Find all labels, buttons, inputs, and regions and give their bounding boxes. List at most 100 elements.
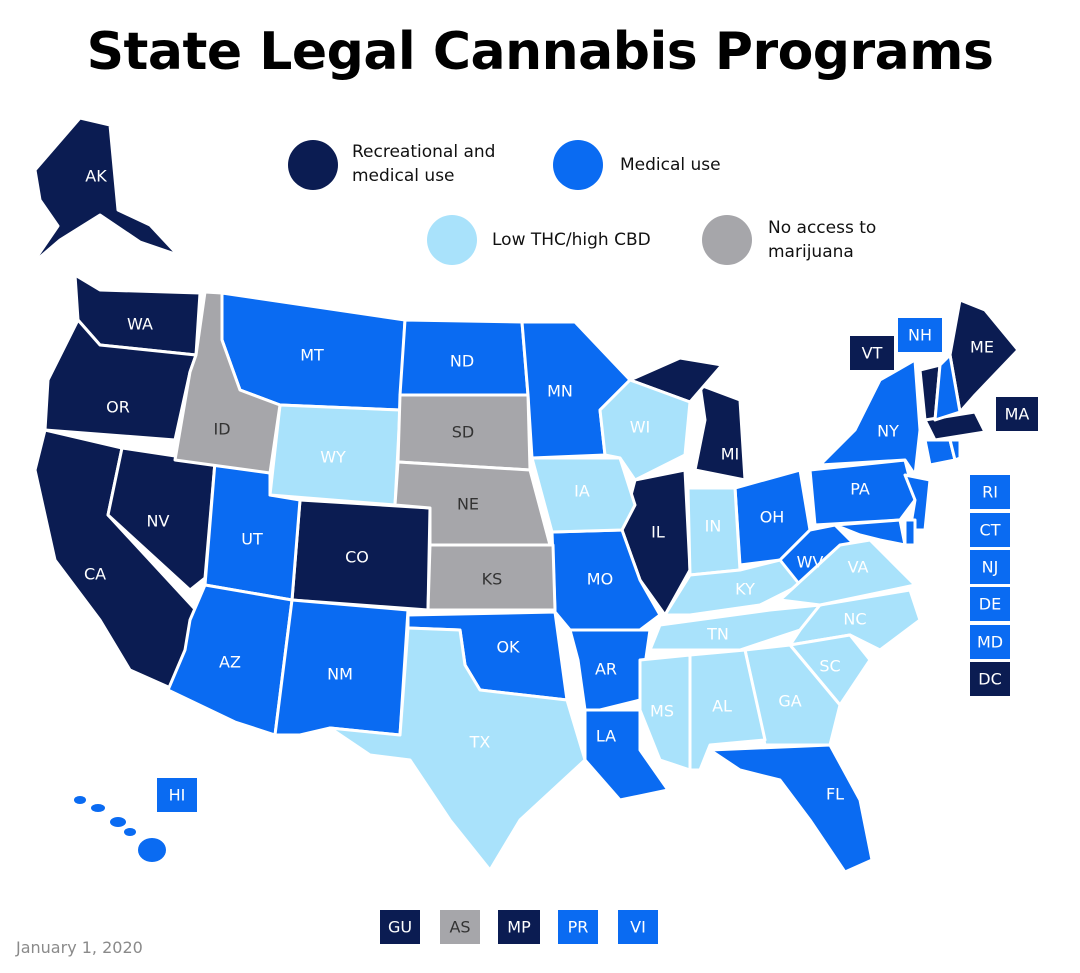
state-box [970,587,1010,621]
legend-label: No access to marijuana [768,218,877,262]
state-label: HI [169,786,186,805]
state-label: AK [85,167,107,186]
legend-swatch [702,215,752,265]
state-box [157,778,197,812]
state-label: AR [595,660,617,679]
state-box [970,513,1010,547]
state-box [898,318,942,352]
state-label: WY [320,448,346,467]
state-shape [550,528,662,632]
island-shape [91,804,105,812]
state-label: CT [980,521,1001,540]
state-label: CO [345,548,369,567]
island-shape [138,838,166,862]
state-shape [818,358,922,477]
state-label: MP [507,918,531,937]
state-box [558,910,598,944]
state-label: GU [388,918,412,937]
state-label: TN [706,625,729,644]
state-shape [43,318,198,442]
state-box [970,475,1010,509]
state-shape [693,383,747,482]
legend-swatch [288,140,338,190]
state-label: NV [147,512,170,531]
legend-swatch [553,140,603,190]
state-label: PR [568,918,589,937]
state-label: NM [327,665,353,684]
state-label: NC [843,610,866,629]
island-shape [110,817,126,827]
state-shape [708,743,874,874]
state-shape [933,353,962,422]
state-label: PA [850,480,870,499]
state-label: KS [482,570,503,589]
state-shape [948,438,962,462]
state-shape [903,473,932,532]
state-label: NE [457,495,479,514]
state-label: SD [452,423,474,442]
state-label: AL [712,697,732,716]
state-label: UT [241,530,263,549]
island-shape [74,796,86,804]
legend-label: Low THC/high CBD [492,230,651,250]
state-label: SC [819,657,840,676]
state-shapes [30,116,1020,874]
state-shape [328,626,587,872]
state-label: MN [547,382,573,401]
state-label: DC [978,670,1002,689]
state-label: ME [970,338,994,357]
legend-label: Recreational and medical use [352,142,496,186]
state-label: IN [705,517,722,536]
state-label: MS [650,702,674,721]
state-shape [638,653,692,772]
state-box [850,336,894,370]
state-label: MD [977,633,1003,652]
state-shape [173,290,282,475]
state-label: MT [300,346,324,365]
state-box [618,910,658,944]
state-box [970,625,1010,659]
state-label: NH [908,326,932,345]
state-shape [833,518,907,547]
state-label: AZ [219,653,241,672]
state-label: MO [587,570,613,589]
state-label: LA [596,727,616,746]
state-label: IL [651,523,665,542]
state-label: WA [127,315,153,334]
state-label: AS [449,918,470,937]
state-label: OK [496,638,520,657]
state-label: WV [797,553,824,572]
state-shape [426,543,557,612]
state-box [970,550,1010,584]
state-box [970,662,1010,696]
state-label: NJ [982,558,999,577]
legend-label: Medical use [620,155,721,175]
state-label: MA [1005,405,1030,424]
state-label: VA [848,558,869,577]
state-label: ND [450,352,474,371]
state-label: ID [213,420,230,439]
state-label: OH [760,508,785,527]
state-label: RI [982,483,998,502]
state-label: CA [84,565,106,584]
state-shape [530,456,637,534]
state-shape [778,538,917,607]
state-box [996,397,1038,431]
island-shape [124,828,136,836]
state-label: TX [469,733,491,752]
state-label: NY [877,422,899,441]
state-shape [598,378,692,482]
state-label: VI [630,918,646,937]
state-box [498,910,540,944]
state-label: KY [735,580,755,599]
state-shape [663,558,802,617]
state-box [440,910,480,944]
legend-swatch [427,215,477,265]
state-box [380,910,420,944]
state-label: WI [630,418,651,437]
state-shape [30,116,180,266]
state-shape [903,518,917,547]
date-note: January 1, 2020 [16,938,143,957]
